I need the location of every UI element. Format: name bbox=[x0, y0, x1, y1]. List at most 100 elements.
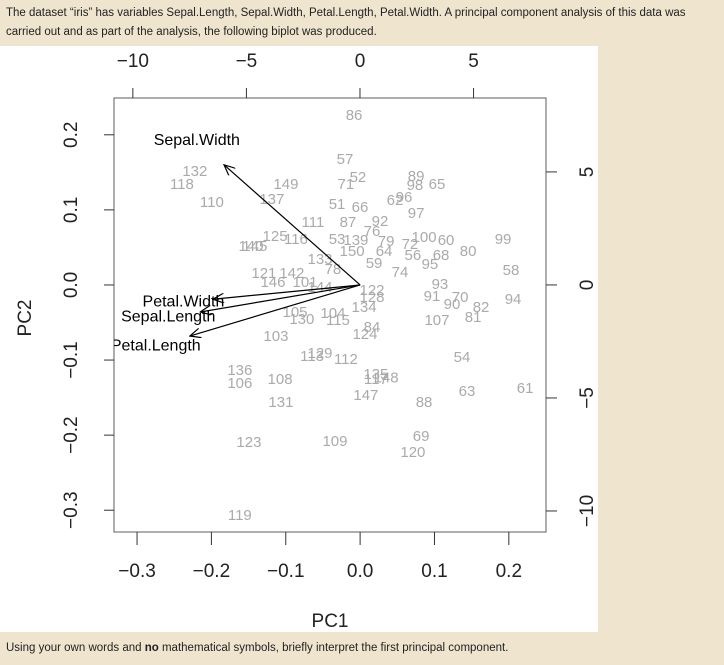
observation-label: 57 bbox=[337, 151, 354, 168]
observation-label: 125 bbox=[263, 228, 288, 245]
observation-label: 65 bbox=[429, 176, 446, 193]
x-tick-label: 0.0 bbox=[347, 561, 373, 582]
observation-label: 135 bbox=[363, 366, 388, 383]
observation-label: 147 bbox=[353, 387, 378, 404]
observation-label: 89 bbox=[408, 168, 425, 185]
observation-label: 63 bbox=[459, 383, 476, 400]
observation-label: 94 bbox=[505, 291, 522, 308]
observation-label: 101 bbox=[293, 274, 318, 291]
observation-label: 117 bbox=[364, 371, 388, 388]
observation-label: 120 bbox=[400, 444, 425, 461]
observation-label: 146 bbox=[260, 274, 285, 291]
y2-tick-label: −10 bbox=[577, 495, 598, 527]
observation-label: 116 bbox=[284, 231, 308, 248]
observation-label: 95 bbox=[422, 256, 439, 273]
observation-label: 130 bbox=[289, 311, 314, 328]
y-tick-label: −0.3 bbox=[61, 491, 82, 529]
observation-label: 103 bbox=[263, 328, 288, 345]
observation-label: 107 bbox=[424, 312, 449, 329]
observation-label: 92 bbox=[372, 213, 389, 230]
loading-arrow bbox=[224, 165, 361, 286]
prompt-emphasis: no bbox=[144, 642, 159, 654]
observation-label: 150 bbox=[340, 243, 365, 260]
x-tick-label: 0.1 bbox=[421, 561, 447, 582]
observation-label: 81 bbox=[465, 309, 482, 326]
observation-label: 52 bbox=[350, 169, 367, 186]
observation-label: 97 bbox=[408, 205, 425, 222]
observation-label: 72 bbox=[402, 236, 419, 253]
observation-label: 98 bbox=[407, 177, 424, 194]
x-tick-label: −0.2 bbox=[193, 561, 231, 582]
y2-tick-label: −5 bbox=[577, 387, 598, 409]
observation-label: 136 bbox=[227, 362, 252, 379]
observation-label: 93 bbox=[432, 276, 449, 293]
question-prompt: Using your own words and no mathematical… bbox=[6, 642, 508, 654]
observation-label: 87 bbox=[340, 214, 357, 231]
observation-label: 140 bbox=[238, 238, 263, 255]
y-axis-label: PC2 bbox=[15, 300, 36, 337]
loading-arrow bbox=[190, 284, 361, 336]
observation-label: 129 bbox=[307, 345, 332, 362]
observation-label: 139 bbox=[343, 232, 368, 249]
loading-arrow bbox=[213, 284, 361, 299]
variable-label: Sepal.Width bbox=[154, 132, 240, 149]
observation-label: 111 bbox=[302, 214, 325, 231]
y-tick-label: 0.1 bbox=[61, 197, 82, 223]
observation-label: 61 bbox=[517, 380, 534, 397]
y2-tick-label: 5 bbox=[577, 167, 598, 178]
observation-label: 123 bbox=[236, 434, 261, 451]
observation-label: 66 bbox=[352, 199, 369, 216]
observation-label: 74 bbox=[392, 264, 409, 281]
observation-label: 119 bbox=[228, 507, 252, 524]
observation-label: 106 bbox=[227, 375, 252, 392]
observation-label: 99 bbox=[495, 231, 512, 248]
observation-label: 118 bbox=[170, 176, 194, 193]
observation-label: 145 bbox=[242, 238, 267, 255]
observation-label: 108 bbox=[268, 371, 293, 388]
observation-label: 124 bbox=[352, 326, 377, 343]
observation-label: 51 bbox=[329, 196, 346, 213]
y-tick-label: −0.2 bbox=[61, 416, 82, 454]
x2-tick-label: −5 bbox=[236, 51, 258, 72]
observation-label: 121 bbox=[251, 265, 276, 282]
observation-label: 69 bbox=[413, 428, 430, 445]
x2-tick-label: 5 bbox=[468, 51, 479, 72]
observation-label: 148 bbox=[374, 370, 399, 387]
observation-label: 96 bbox=[396, 189, 413, 206]
observation-label: 144 bbox=[307, 279, 332, 296]
observation-label: 79 bbox=[378, 233, 395, 250]
x-tick-label: −0.1 bbox=[267, 561, 305, 582]
observation-label: 105 bbox=[283, 304, 308, 321]
observation-label: 91 bbox=[424, 288, 441, 305]
observation-label: 137 bbox=[259, 191, 284, 208]
observation-label: 54 bbox=[454, 349, 471, 366]
observation-label: 132 bbox=[182, 163, 207, 180]
loading-arrow bbox=[200, 284, 361, 312]
prompt-text: mathematical symbols, briefly interpret … bbox=[158, 642, 509, 654]
y2-tick-label: 0 bbox=[577, 280, 598, 291]
chart-background bbox=[0, 46, 598, 632]
observation-label: 142 bbox=[279, 265, 304, 282]
y-tick-label: −0.1 bbox=[61, 341, 82, 379]
observation-label: 104 bbox=[320, 305, 345, 322]
observation-label: 53 bbox=[329, 231, 346, 248]
observation-label: 56 bbox=[405, 247, 422, 264]
observation-label: 80 bbox=[460, 243, 477, 260]
observation-label: 60 bbox=[438, 232, 455, 249]
x2-tick-label: 0 bbox=[355, 51, 366, 72]
question-intro: The dataset “iris” has variables Sepal.L… bbox=[6, 7, 686, 38]
prompt-text: Using your own words and bbox=[6, 642, 145, 654]
observation-label: 113 bbox=[300, 348, 324, 365]
observation-label: 134 bbox=[352, 299, 377, 316]
observation-label: 62 bbox=[387, 192, 404, 209]
observation-label: 90 bbox=[444, 296, 461, 313]
variable-label: Sepal.Length bbox=[121, 309, 215, 326]
x-tick-label: −0.3 bbox=[118, 561, 156, 582]
observation-label: 128 bbox=[360, 289, 385, 306]
observation-label: 122 bbox=[360, 282, 385, 299]
observation-label: 58 bbox=[503, 262, 520, 279]
observation-label: 68 bbox=[433, 247, 450, 264]
x-tick-label: 0.2 bbox=[496, 561, 522, 582]
